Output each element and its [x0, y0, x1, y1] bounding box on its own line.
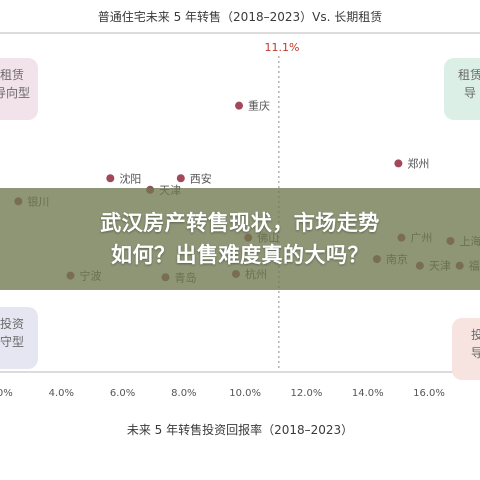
reference-line-label: 11.1%: [264, 41, 300, 54]
x-tick-label: 2.0%: [0, 388, 13, 399]
quadrant-label-text: 导: [470, 346, 480, 360]
quadrant-label-text: 导: [463, 86, 476, 100]
x-axis-label: 未来 5 年转售投资回报率（2018–2023）: [126, 423, 354, 437]
quadrant-label-text: 投资: [0, 317, 24, 331]
quadrant-label-bottom-right: 投 导: [452, 318, 480, 380]
chart-title: 普通住宅未来 5 年转售（2018–2023）Vs. 长期租赁: [97, 10, 383, 24]
quadrant-label-bottom-left: 投资 守型: [0, 307, 38, 369]
point-label: 沈阳: [119, 171, 141, 185]
quadrant-label-text: 投: [470, 328, 480, 342]
x-tick-label: 10.0%: [229, 388, 261, 399]
x-tick-label: 16.0%: [413, 388, 445, 399]
point-label: 西安: [190, 171, 212, 185]
data-point: [394, 159, 403, 168]
x-tick-label: 12.0%: [291, 388, 323, 399]
x-tick-label: 6.0%: [110, 388, 135, 399]
point-label: 重庆: [248, 99, 270, 113]
data-point: [235, 101, 244, 110]
quadrant-label-text: 守型: [0, 335, 24, 349]
data-point: [176, 174, 185, 183]
quadrant-label-top-left: 租赁 导向型: [0, 58, 38, 120]
quadrant-label-text: 租赁: [457, 68, 480, 82]
data-point: [106, 174, 115, 183]
point-label: 郑州: [407, 156, 429, 170]
headline-line-1: 武汉房产转售现状，市场走势: [100, 211, 380, 235]
quadrant-label-text: 租赁: [0, 68, 24, 82]
quadrant-label-text: 导向型: [0, 86, 30, 100]
x-tick-label: 4.0%: [49, 388, 74, 399]
headline-banner: 武汉房产转售现状，市场走势 如何？出售难度真的大吗？: [0, 188, 480, 290]
x-tick-label: 8.0%: [171, 388, 196, 399]
x-tick-label: 14.0%: [352, 388, 384, 399]
quadrant-label-top-right: 租赁 导: [444, 58, 480, 120]
headline-line-2: 如何？出售难度真的大吗？: [111, 243, 369, 267]
